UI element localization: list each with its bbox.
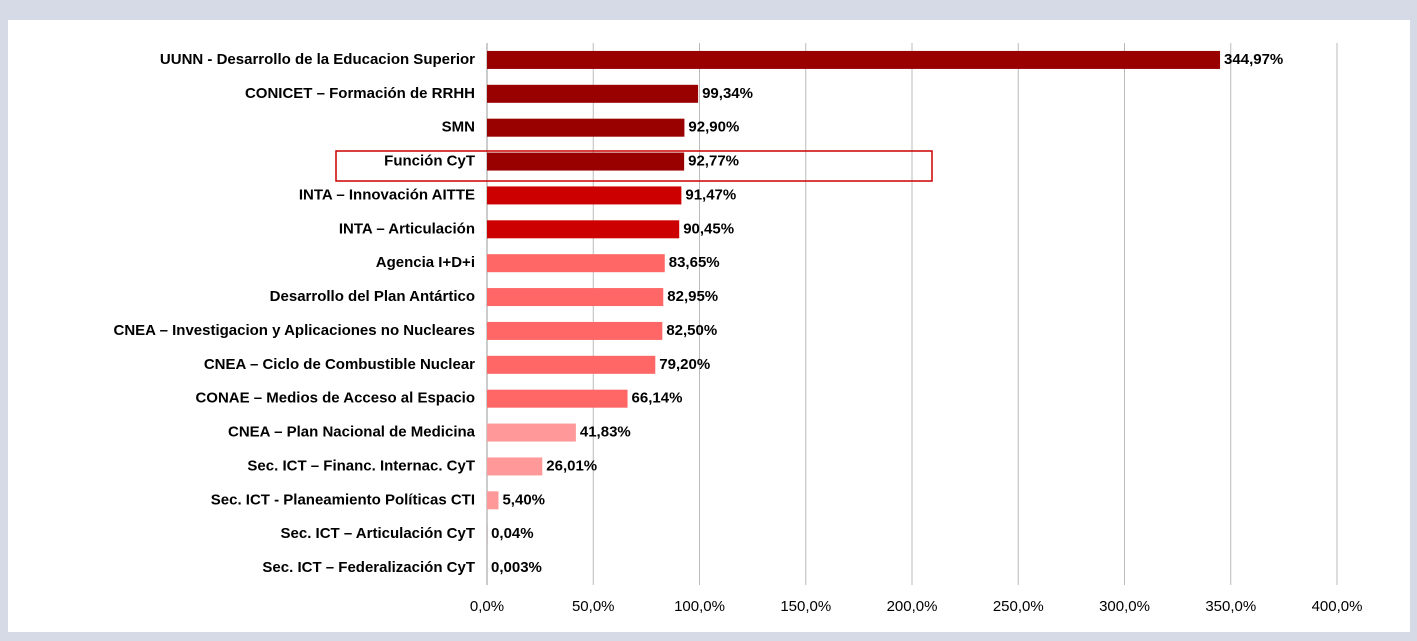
bar [487,220,679,238]
bar [487,390,628,408]
value-label: 90,45% [683,220,734,237]
bar [487,186,681,204]
x-tick-label: 350,0% [1205,598,1256,615]
x-tick-label: 400,0% [1312,598,1363,615]
value-label: 83,65% [669,254,720,271]
category-label: CNEA – Ciclo de Combustible Nuclear [204,356,475,373]
bar [487,288,663,306]
category-label: Función CyT [384,153,475,170]
bar [487,356,655,374]
x-tick-label: 200,0% [887,598,938,615]
value-label: 99,34% [702,85,753,102]
x-tick-label: 0,0% [470,598,504,615]
category-label: Desarrollo del Plan Antártico [270,288,475,305]
bar [487,424,576,442]
bar [487,491,498,509]
x-tick-label: 50,0% [572,598,615,615]
value-label: 91,47% [685,186,736,203]
value-label: 5,40% [502,491,545,508]
value-label: 82,50% [666,322,717,339]
value-label: 0,003% [491,559,542,576]
value-label: 66,14% [632,390,683,407]
category-label: SMN [442,119,475,136]
bar [487,119,684,137]
category-label: INTA – Articulación [339,220,475,237]
category-label: Agencia I+D+i [376,254,475,271]
x-tick-label: 300,0% [1099,598,1150,615]
category-label: Sec. ICT – Financ. Internac. CyT [247,457,475,474]
value-label: 26,01% [546,457,597,474]
value-label: 92,90% [688,119,739,136]
value-label: 0,04% [491,525,534,542]
value-label: 79,20% [659,356,710,373]
x-tick-label: 150,0% [780,598,831,615]
bar [487,254,665,272]
bar [487,85,698,103]
bar [487,153,684,171]
category-label: Sec. ICT - Planeamiento Políticas CTI [211,491,475,508]
category-label: CNEA – Investigacion y Aplicaciones no N… [113,322,475,339]
value-label: 41,83% [580,424,631,441]
x-tick-label: 250,0% [993,598,1044,615]
bar [487,457,542,475]
category-label: Sec. ICT – Federalización CyT [262,559,475,576]
category-label: CONICET – Formación de RRHH [245,85,475,102]
category-label: CONAE – Medios de Acceso al Espacio [195,390,475,407]
value-label: 344,97% [1224,51,1283,68]
value-label: 92,77% [688,153,739,170]
bar [487,51,1220,69]
value-label: 82,95% [667,288,718,305]
bar [487,322,662,340]
category-label: INTA – Innovación AITTE [299,186,475,203]
category-label: CNEA – Plan Nacional de Medicina [228,424,476,441]
category-label: Sec. ICT – Articulación CyT [281,525,476,542]
category-label: UUNN - Desarrollo de la Educacion Superi… [160,51,475,68]
x-tick-label: 100,0% [674,598,725,615]
